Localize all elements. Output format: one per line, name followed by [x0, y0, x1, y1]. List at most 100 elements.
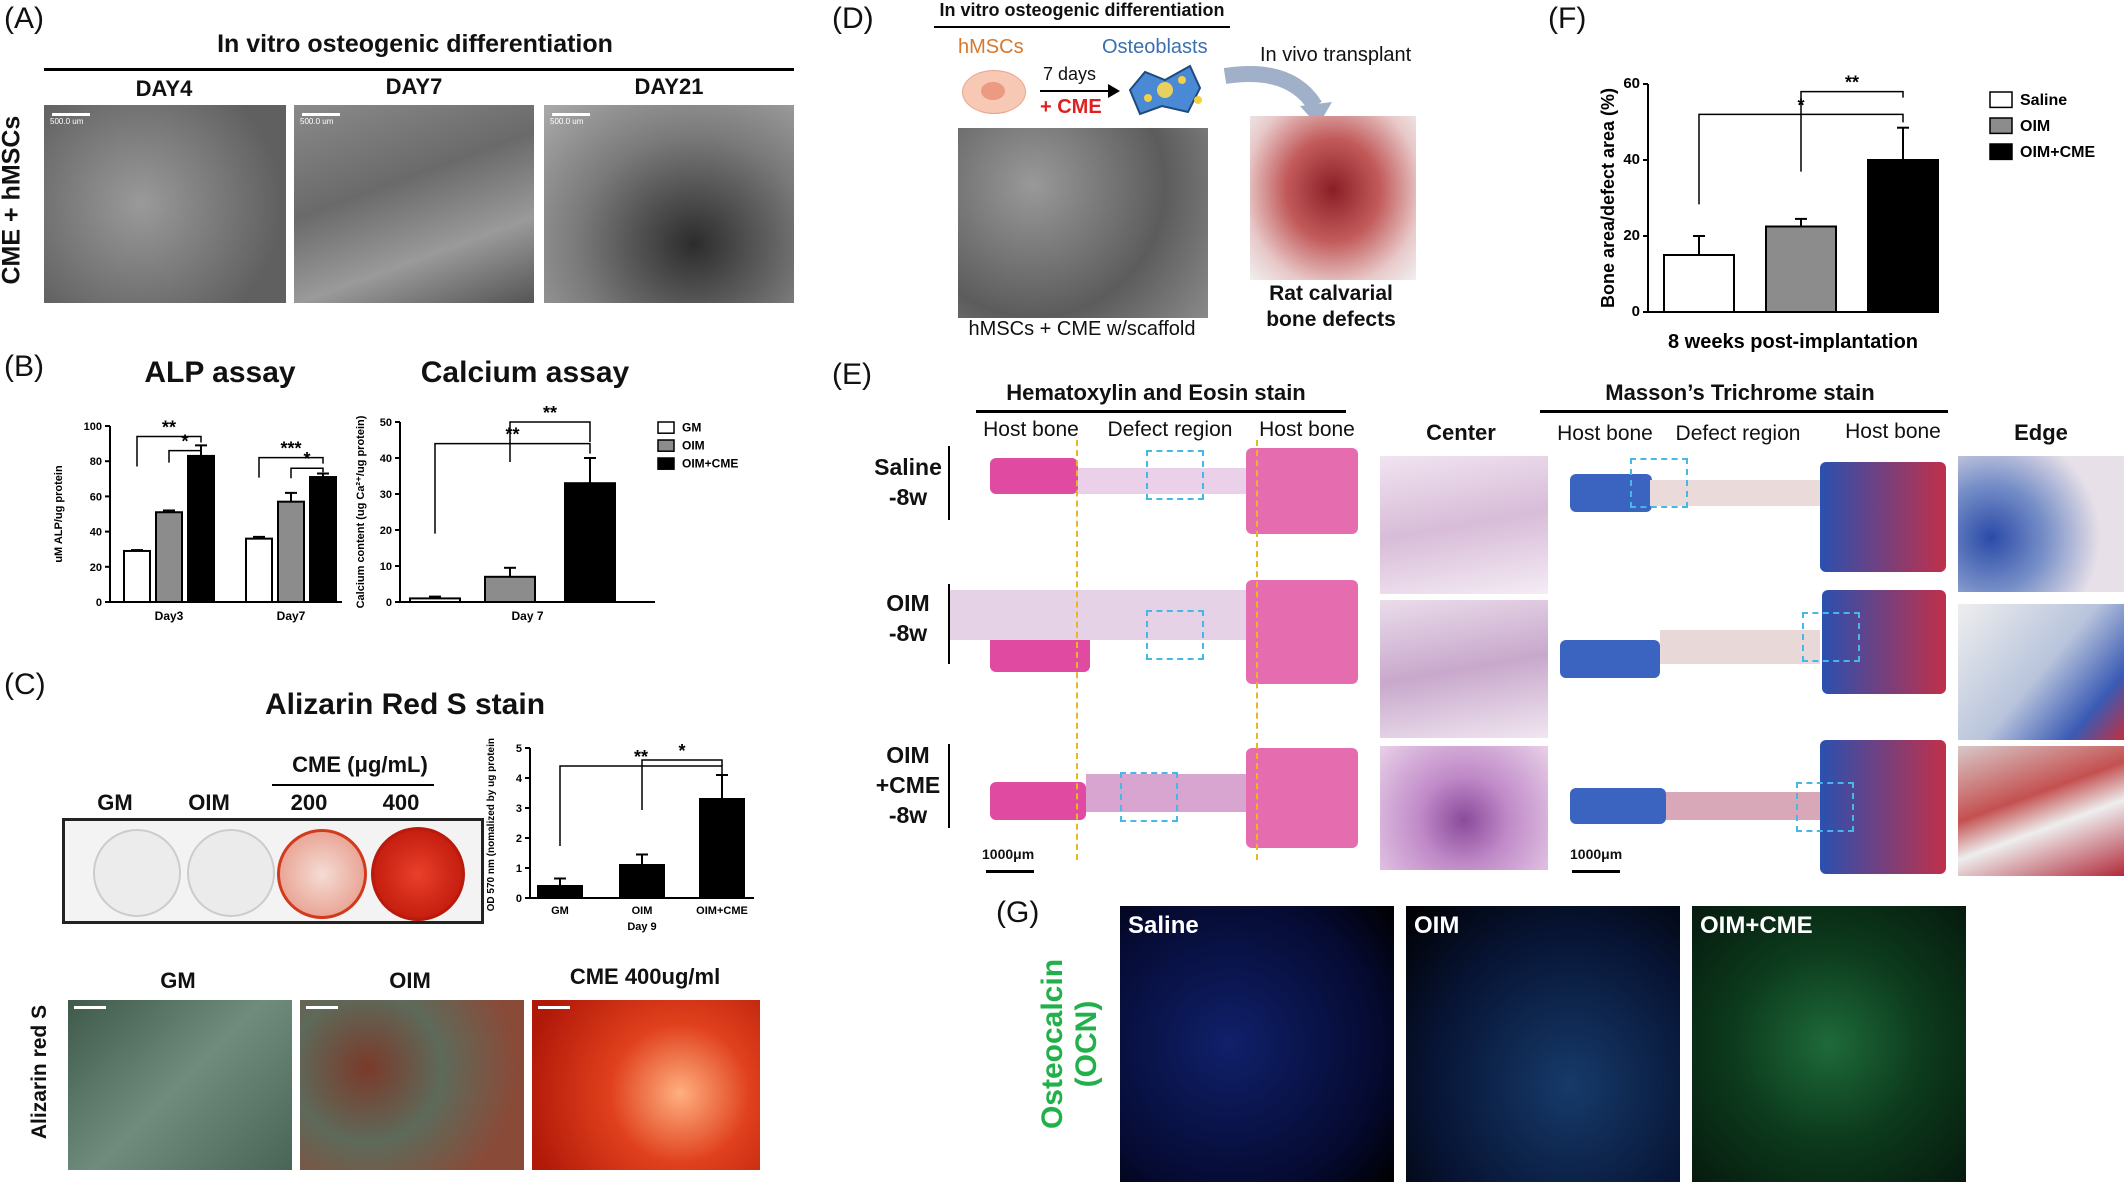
significance-marker: *** [280, 439, 301, 459]
y-tick-label: 60 [90, 491, 102, 503]
roi-box [1796, 782, 1854, 832]
row-label-line: OIM [886, 742, 930, 768]
cme-header-rule [272, 784, 434, 786]
ocn-label-line: (OCN) [1070, 1000, 1103, 1088]
ocn-label-oim-cme: OIM+CME [1700, 912, 1813, 939]
panel-c-letter: (C) [4, 668, 46, 701]
mt-defect-region: Defect region [1675, 422, 1801, 445]
defect-boundary-left [1076, 440, 1078, 860]
scaffold-micrograph [958, 128, 1208, 318]
bar [409, 597, 461, 603]
row-label-line: +CME [875, 772, 941, 798]
he-stain-title: Hematoxylin and Eosin stain [1006, 380, 1306, 405]
significance-marker: ** [505, 425, 519, 445]
y-tick-label: 20 [90, 562, 102, 574]
row-label-bracket [948, 744, 950, 828]
y-tick-label: 5 [516, 743, 522, 755]
he-defect-region: Defect region [1107, 418, 1233, 441]
y-tick-label: 1 [516, 863, 522, 875]
ocn-image-oim-cme: OIM+CME [1692, 906, 1966, 1182]
mt-host-bone-left: Host bone [1557, 422, 1653, 445]
row-label-oim: OIM -8w [858, 588, 958, 648]
plate-label-oim: OIM [188, 790, 230, 815]
bar [155, 511, 183, 603]
panel-a-col-day4: DAY4 [135, 76, 193, 101]
rat-caption-line1: Rat calvarial [1269, 282, 1393, 305]
micrograph-day7: 500.0 um [294, 105, 534, 303]
ocn-label-oim: OIM [1414, 912, 1460, 939]
y-tick-label: 40 [90, 527, 102, 539]
plate-label-400: 400 [382, 790, 420, 815]
he-scale-bar [986, 870, 1034, 873]
osteoblast-cell-icon [1128, 64, 1202, 116]
mt-edge-saline [1958, 456, 2124, 592]
y-tick-label: 10 [380, 561, 392, 573]
y-axis-label: uM ALP/ug protein [53, 465, 65, 563]
row-label-line: -8w [888, 484, 928, 510]
row-label-line: Saline [874, 454, 942, 480]
significance-marker: * [181, 432, 188, 452]
y-tick-label: 60 [1623, 75, 1640, 92]
significance-bracket [258, 456, 324, 478]
panel-a-col-day7: DAY7 [385, 74, 443, 99]
panel-g-letter: (G) [996, 896, 1040, 929]
y-tick-label: 30 [380, 489, 392, 501]
scale-label: 500.0 um [300, 117, 334, 126]
cme-concentration-header: CME (μg/mL) [292, 752, 428, 777]
panel-a-title: In vitro osteogenic differentiation [217, 30, 613, 58]
mt-host-bone-right: Host bone [1845, 420, 1941, 443]
y-tick-label: 0 [386, 597, 392, 609]
roi-box [1146, 610, 1204, 660]
x-group-label: Day 9 [627, 921, 656, 933]
bar [1867, 159, 1939, 313]
significance-bracket [641, 759, 723, 810]
micro-label-cme400: CME 400ug/ml [569, 964, 721, 989]
significance-bracket [559, 765, 723, 846]
ocn-image-saline: Saline [1120, 906, 1394, 1182]
he-center-oim [1380, 600, 1548, 738]
plate-label-gm: GM [97, 790, 133, 815]
alizarin-micrograph-gm [68, 1000, 292, 1170]
x-axis-label: 8 weeks post-implantation [1668, 331, 1918, 353]
panel-f-letter: (F) [1548, 2, 1587, 35]
y-tick-label: 80 [90, 456, 102, 468]
y-tick-label: 20 [380, 525, 392, 537]
y-tick-label: 100 [84, 421, 102, 433]
hmsc-cell-icon [962, 70, 1026, 114]
significance-bracket [290, 467, 324, 479]
osteoblasts-label: Osteoblasts [1102, 36, 1208, 58]
alizarin-chart: 0 1 2 3 4 5 OD 570 nm (nomalized by ug protein… [486, 738, 754, 933]
x-tick-label: Day7 [277, 609, 306, 623]
panel-c-title: Alizarin Red S stain [264, 688, 546, 721]
alizarin-row-label: Alizarin red S [28, 1004, 51, 1140]
y-tick-label: 4 [516, 773, 523, 785]
significance-marker: ** [162, 418, 176, 438]
transplant-label: In vivo transplant [1260, 44, 1412, 66]
well-cme-400 [371, 827, 465, 921]
y-tick-label: 40 [1623, 151, 1640, 168]
ocn-label-line: Osteocalcin [1036, 958, 1069, 1130]
panel-a-letter: (A) [4, 2, 44, 35]
micro-label-oim: OIM [389, 968, 431, 993]
row-label-line: -8w [888, 620, 928, 646]
y-tick-label: 2 [516, 833, 522, 845]
he-center-oim-cme [1380, 746, 1548, 870]
significance-bracket [509, 421, 591, 462]
row-label-bracket [948, 584, 950, 664]
he-tissue-oim-cme [990, 748, 1358, 848]
curved-arrow-icon [1223, 66, 1332, 126]
x-tick-label: Day3 [155, 609, 184, 623]
x-tick-label: OIM [632, 905, 653, 917]
mt-edge-oim-cme [1958, 746, 2124, 876]
significance-marker: ** [1845, 73, 1859, 93]
y-tick-label: 0 [96, 597, 102, 609]
row-label-line: OIM [886, 590, 930, 616]
legend-swatch [657, 439, 675, 452]
y-axis-label: Calcium content (ug Ca²⁺/ug protein) [355, 415, 367, 608]
defect-boundary-right [1256, 440, 1258, 860]
y-tick-label: 0 [516, 893, 522, 905]
x-tick-label: Day 7 [511, 609, 543, 623]
mt-tissue-oim [1560, 590, 1946, 694]
y-tick-label: 20 [1623, 227, 1640, 244]
micro-label-gm: GM [160, 968, 196, 993]
